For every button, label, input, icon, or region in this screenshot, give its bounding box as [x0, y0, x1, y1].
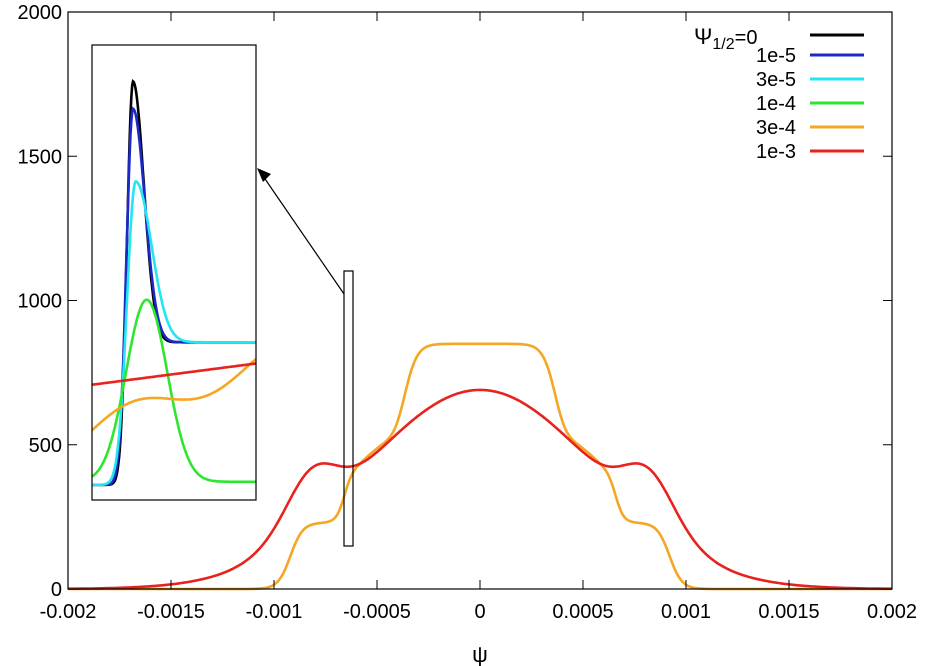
legend-label: 3e-5 — [756, 69, 796, 91]
inset-series-line — [92, 180, 256, 487]
y-tick-label: 500 — [29, 435, 62, 457]
x-tick-label: 0.0005 — [552, 601, 613, 623]
legend-title-value: =0 — [735, 27, 758, 49]
x-tick-label: 0.0015 — [758, 601, 819, 623]
inset-frame — [91, 44, 257, 501]
x-tick-label: -0.0005 — [343, 601, 411, 623]
x-ticks: -0.002 -0.0015 -0.001 -0.0005 0 0.0005 0.001 0.… — [40, 12, 917, 623]
x-axis-label: ψ — [472, 642, 488, 666]
legend-title-symbol: Ψ — [694, 24, 712, 49]
y-tick-label: 0 — [51, 579, 62, 601]
y-tick-label: 2000 — [18, 2, 63, 24]
y-tick-label: 1500 — [18, 146, 63, 168]
inset-arrowhead — [257, 168, 271, 182]
inset-curves — [91, 78, 257, 487]
x-tick-label: 0 — [474, 601, 485, 623]
legend-label: 1e-3 — [756, 141, 796, 163]
y-tick-label: 1000 — [18, 291, 63, 313]
legend: Ψ1/2=0 1e-53e-51e-43e-41e-3 — [694, 24, 864, 163]
legend-title-subscript: 1/2 — [712, 36, 734, 53]
x-tick-label: -0.001 — [246, 601, 303, 623]
x-tick-label: -0.0015 — [137, 601, 205, 623]
y-ticks: 0 500 1000 1500 2000 — [18, 2, 892, 601]
inset-arrow — [262, 175, 345, 295]
inset-series-line — [92, 106, 256, 487]
inset-series-line — [91, 362, 257, 386]
legend-label: 3e-4 — [756, 117, 796, 139]
series-line — [68, 388, 892, 590]
x-tick-label: 0.002 — [867, 601, 917, 623]
legend-label: 1e-5 — [756, 45, 796, 67]
x-tick-label: -0.002 — [40, 601, 97, 623]
legend-title: Ψ1/2=0 — [694, 24, 757, 53]
x-tick-label: 0.001 — [661, 601, 711, 623]
inset-series-line — [91, 358, 257, 432]
inset-region-marker — [343, 270, 354, 547]
legend-label: 1e-4 — [756, 93, 796, 115]
